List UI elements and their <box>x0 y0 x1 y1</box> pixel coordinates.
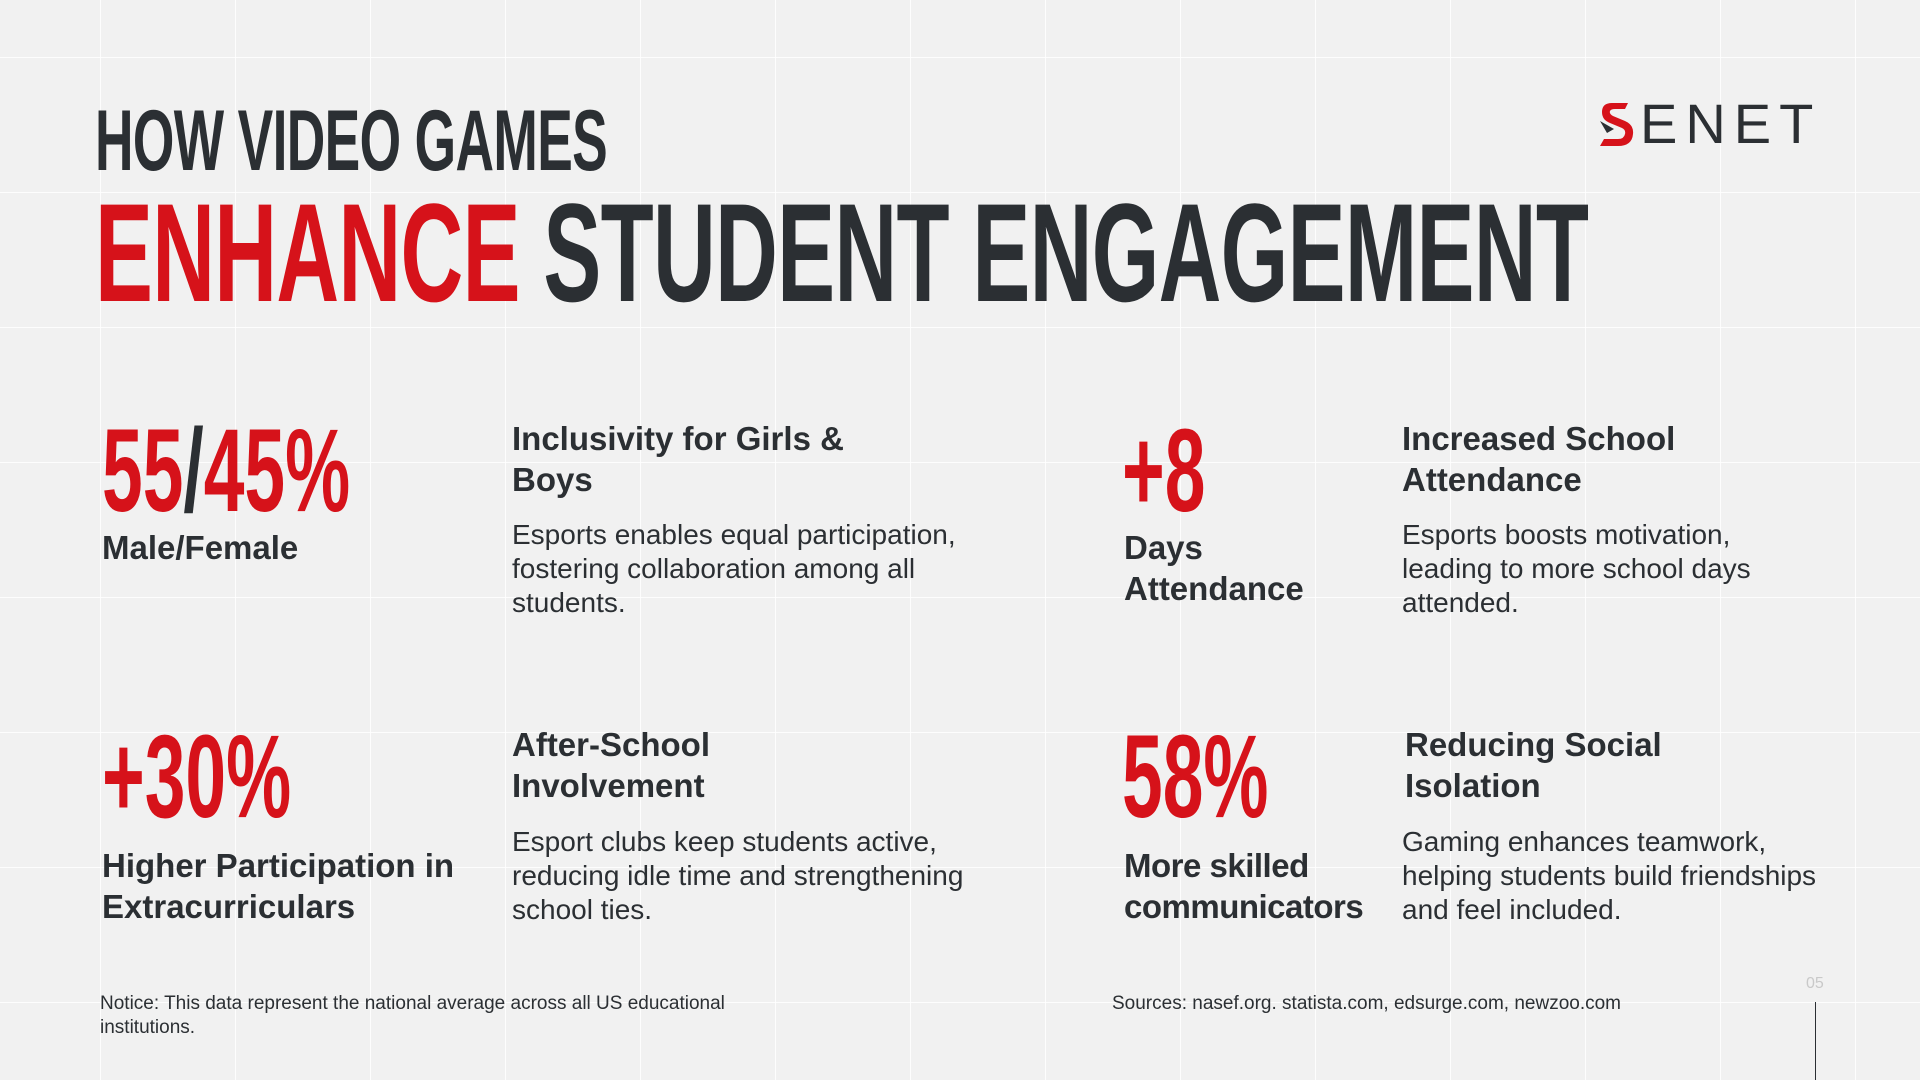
logo-text: ENET <box>1640 92 1822 155</box>
senet-logo: ENET <box>1598 92 1822 155</box>
stat-label-communicators: More skilled communicators <box>1124 847 1364 925</box>
card-desc-isolation: Gaming enhances teamwork, helping studen… <box>1402 826 1817 925</box>
title-line-1: HOW VIDEO GAMES <box>95 93 608 189</box>
stat-figure-attendance: +8 <box>1122 405 1206 537</box>
title-rest: STUDENT ENGAGEMENT <box>543 174 1589 331</box>
card-desc-attendance: Esports boosts motivation, leading to mo… <box>1402 519 1751 618</box>
stat-figure-gender: 55/45% <box>102 412 350 530</box>
page-number: 05 <box>1806 975 1824 992</box>
stat-figure-participation: +30% <box>102 711 292 843</box>
title-line-2: ENHANCE STUDENT ENGAGEMENT <box>95 183 1589 323</box>
card-title-isolation: Reducing Social Isolation <box>1405 726 1662 804</box>
page-divider-line <box>1815 1002 1816 1080</box>
stat-label-attendance: Days Attendance <box>1124 529 1304 607</box>
stat-figure-separator: / <box>183 405 204 537</box>
title-accent-word: ENHANCE <box>95 174 520 331</box>
stat-label-participation: Higher Participation in Extracurriculars <box>102 847 455 925</box>
senet-s-logo-icon <box>1600 103 1634 146</box>
stat-figure-communicators: 58% <box>1122 711 1269 843</box>
stat-label-gender: Male/Female <box>102 529 299 566</box>
card-title-inclusivity: Inclusivity for Girls & Boys <box>512 420 844 498</box>
footer-notice: Notice: This data represent the national… <box>100 993 725 1038</box>
card-title-after-school: After-School Involvement <box>512 726 710 804</box>
card-desc-inclusivity: Esports enables equal participation, fos… <box>512 519 956 618</box>
stat-figure-b: 45% <box>203 405 351 537</box>
card-title-attendance: Increased School Attendance <box>1402 420 1676 498</box>
card-desc-after-school: Esport clubs keep students active, reduc… <box>512 826 964 925</box>
stat-figure-a: 55 <box>102 405 184 537</box>
footer-sources: Sources: nasef.org. statista.com, edsurg… <box>1112 993 1622 1014</box>
